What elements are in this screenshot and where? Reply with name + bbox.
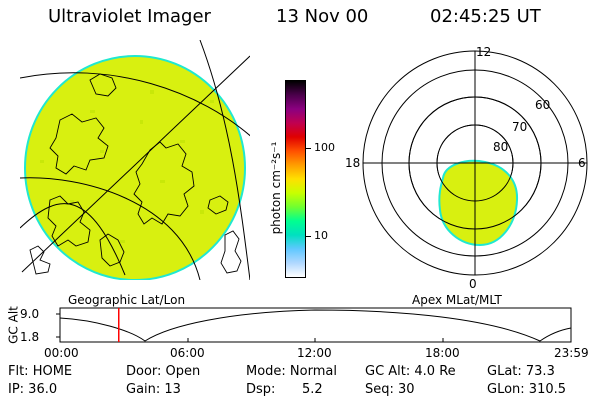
lat-label-80: 80	[493, 140, 509, 154]
status-dsp-value: 5.2	[302, 382, 323, 397]
timeline-ylabel: GC Alt	[6, 306, 21, 344]
mlt-label-0: 0	[469, 277, 477, 291]
colorbar-tick-100: 100	[314, 141, 335, 154]
coastline-iceland	[207, 195, 229, 215]
coastline-europe	[220, 230, 242, 274]
geo-panel-label: Geographic Lat/Lon	[68, 293, 186, 307]
uv-image-disk	[24, 55, 246, 280]
timeline-ytick-bottom: 1.8	[20, 330, 40, 344]
timeline-xtick-0600: 06:00	[170, 346, 205, 360]
coastline-canada-arctic	[49, 113, 109, 175]
colorbar	[285, 80, 306, 278]
colorbar-tick-100-mark	[306, 148, 311, 149]
header-time: 02:45:25 UT	[430, 6, 541, 27]
coastline-labrador	[99, 233, 125, 267]
coastline-baffin	[89, 73, 117, 97]
lon-line-b	[199, 40, 250, 280]
polar-aurora-oval	[438, 159, 519, 247]
lon-line-a	[21, 55, 250, 273]
timeline-ytick-top: 9.0	[20, 307, 40, 321]
colorbar-tick-10: 10	[314, 229, 328, 242]
status-flt: Flt: HOME	[8, 364, 73, 379]
status-ip: IP: 36.0	[8, 382, 58, 397]
mlt-label-18: 18	[345, 156, 361, 170]
lat-label-60: 60	[535, 98, 551, 112]
status-dsp-label: Dsp:	[246, 382, 276, 397]
timeline-xtick-0000: 00:00	[44, 346, 79, 360]
gc-alt-curve	[59, 309, 572, 342]
status-gc-alt: GC Alt: 4.0 Re	[365, 364, 456, 379]
timeline-xtick-1200: 12:00	[297, 346, 332, 360]
status-glon: GLon: 310.5	[487, 382, 567, 397]
lat-label-70: 70	[512, 120, 528, 134]
coastline-misc	[29, 245, 51, 275]
header-date: 13 Nov 00	[276, 6, 369, 27]
status-mode: Mode: Normal	[246, 364, 337, 379]
lon-line-c	[20, 203, 126, 276]
status-seq: Seq: 30	[365, 382, 415, 397]
colorbar-tick-10-mark	[306, 236, 311, 237]
status-glat: GLat: 73.3	[487, 364, 555, 379]
status-gain: Gain: 13	[126, 382, 181, 397]
polar-panel-label: Apex MLat/MLT	[412, 293, 502, 307]
status-door: Door: Open	[126, 364, 201, 379]
app-title: Ultraviolet Imager	[48, 6, 211, 27]
coastline-hudson	[47, 195, 91, 247]
timeline-xtick-2359: 23:59	[554, 346, 589, 360]
timeline-xtick-1800: 18:00	[425, 346, 460, 360]
mlt-label-12: 12	[476, 45, 492, 59]
lat-circle-inner	[20, 177, 201, 280]
mlt-label-6: 6	[578, 156, 586, 170]
coastline-greenland	[133, 141, 195, 225]
timeline-frame	[59, 307, 572, 343]
lat-circle-outer	[20, 72, 250, 137]
